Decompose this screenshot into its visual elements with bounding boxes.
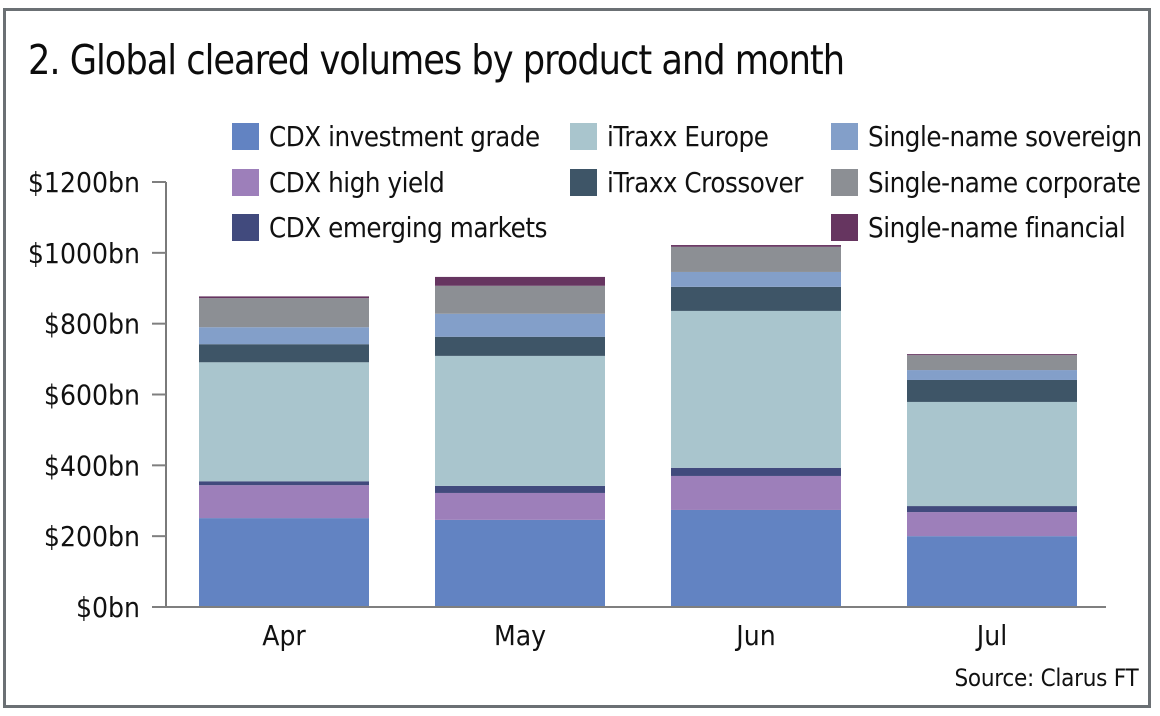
y-tick-label: $800bn — [44, 308, 140, 341]
legend-swatch — [232, 123, 259, 150]
source-note: Source: Clarus FT — [954, 664, 1138, 692]
x-tick-label-jul: Jul — [975, 620, 1007, 653]
bar-segment-may-single-name-corporate — [435, 285, 605, 314]
y-tick-label: $1000bn — [28, 238, 140, 271]
legend-label: Single-name financial — [868, 211, 1126, 244]
legend-item-single-name-financial: Single-name financial — [831, 211, 1160, 244]
bar-segment-may-itraxx-europe — [435, 355, 605, 486]
bar-segment-jun-cdx-high-yield — [671, 475, 841, 510]
legend-item-itraxx-crossover: iTraxx Crossover — [570, 166, 830, 199]
bar-segment-jul-cdx-emerging-markets — [907, 506, 1077, 513]
y-tick-label: $200bn — [44, 521, 140, 554]
x-tick-label-jun: Jun — [734, 620, 775, 653]
legend-swatch — [232, 214, 259, 241]
legend-item-itraxx-europe: iTraxx Europe — [570, 120, 790, 153]
legend-item-cdx-investment-grade: CDX investment grade — [232, 120, 577, 153]
bar-stack-may — [435, 276, 605, 607]
legend-item-single-name-sovereign: Single-name sovereign — [831, 120, 1160, 153]
bars-group: Apr May Jun Jul — [199, 245, 1077, 652]
bar-segment-jun-single-name-sovereign — [671, 271, 841, 287]
bar-segment-jul-itraxx-europe — [907, 401, 1077, 507]
bar-segment-may-single-name-financial — [435, 276, 605, 286]
legend-label: Single-name sovereign — [868, 120, 1142, 153]
axes-group: $0bn $200bn $400bn $600bn $800bn $1000bn $1200… — [28, 167, 1106, 625]
chart-title: 2. Global cleared volumes by product and… — [28, 36, 845, 84]
bar-segment-apr-cdx-emerging-markets — [199, 481, 369, 486]
bar-segment-jul-cdx-high-yield — [907, 512, 1077, 537]
bar-segment-may-cdx-high-yield — [435, 492, 605, 520]
bar-stack-jun — [671, 245, 841, 607]
bar-segment-apr-itraxx-crossover — [199, 344, 369, 363]
legend-label: CDX high yield — [269, 166, 445, 199]
x-tick-label-may: May — [494, 620, 546, 653]
bar-segment-apr-cdx-investment-grade — [199, 518, 369, 607]
bar-segment-may-single-name-sovereign — [435, 313, 605, 337]
bar-segment-jun-cdx-investment-grade — [671, 509, 841, 607]
bar-segment-jun-single-name-financial — [671, 245, 841, 247]
bar-segment-apr-single-name-corporate — [199, 298, 369, 328]
y-tick-label: $400bn — [44, 450, 140, 483]
bar-segment-jul-single-name-corporate — [907, 355, 1077, 371]
legend-swatch — [831, 214, 858, 241]
bar-segment-jul-single-name-financial — [907, 354, 1077, 356]
bar-segment-may-cdx-investment-grade — [435, 519, 605, 607]
legend-swatch — [570, 123, 597, 150]
bar-segment-jun-cdx-emerging-markets — [671, 467, 841, 476]
bar-segment-jul-cdx-investment-grade — [907, 536, 1077, 607]
bar-segment-jun-itraxx-europe — [671, 310, 841, 468]
bar-segment-may-itraxx-crossover — [435, 336, 605, 356]
bar-segment-apr-cdx-high-yield — [199, 485, 369, 519]
bar-segment-jul-single-name-sovereign — [907, 370, 1077, 380]
legend-swatch — [232, 169, 259, 196]
legend-label: iTraxx Crossover — [607, 166, 803, 199]
y-tick-label: $600bn — [44, 379, 140, 412]
legend-label: CDX investment grade — [269, 120, 540, 153]
legend-item-cdx-emerging-markets: CDX emerging markets — [232, 211, 585, 244]
y-tick-label: $0bn — [76, 592, 140, 625]
legend-item-single-name-corporate: Single-name corporate — [831, 166, 1160, 199]
legend-label: CDX emerging markets — [269, 211, 547, 244]
legend-item-cdx-high-yield: CDX high yield — [232, 166, 468, 199]
legend-swatch — [831, 169, 858, 196]
bar-segment-apr-itraxx-europe — [199, 362, 369, 482]
bar-segment-apr-single-name-sovereign — [199, 327, 369, 345]
y-tick-label: $1200bn — [28, 167, 140, 200]
legend-swatch — [570, 169, 597, 196]
bar-segment-jul-itraxx-crossover — [907, 379, 1077, 402]
bar-segment-jun-itraxx-crossover — [671, 286, 841, 311]
bar-stack-jul — [907, 354, 1077, 607]
bar-segment-may-cdx-emerging-markets — [435, 485, 605, 493]
bar-segment-apr-single-name-financial — [199, 296, 369, 299]
bar-stack-apr — [199, 296, 369, 607]
legend-label: iTraxx Europe — [607, 120, 769, 153]
legend-swatch — [831, 123, 858, 150]
legend-label: Single-name corporate — [868, 166, 1141, 199]
bar-segment-jun-single-name-corporate — [671, 246, 841, 272]
x-tick-label-apr: Apr — [262, 620, 306, 653]
